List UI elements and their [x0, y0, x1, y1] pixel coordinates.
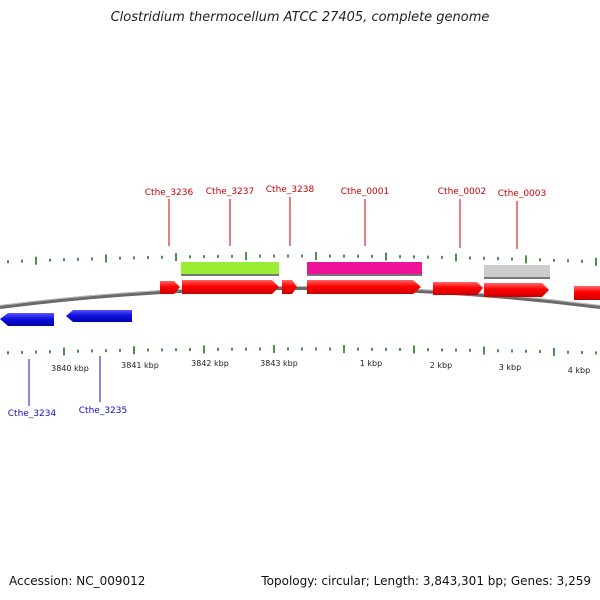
gene-label-cthe-3236[interactable]: Cthe_3236	[145, 188, 194, 198]
gene-arrow-forward[interactable]	[282, 280, 297, 294]
scale-label-3841kbp: 3841 kbp	[121, 361, 159, 370]
gene-arrow-forward[interactable]	[160, 281, 180, 294]
gene-leader-lines-forward	[168, 197, 518, 249]
gene-label-cthe-3237[interactable]: Cthe_3237	[206, 187, 254, 197]
feature-green[interactable]	[181, 262, 279, 275]
scale-label-4kbp: 4 kbp	[568, 366, 590, 375]
genome-backbone	[0, 286, 600, 309]
gene-leader-lines-reverse	[28, 356, 101, 406]
feature-gray-shadow	[484, 277, 550, 279]
gene-label-cthe-0002[interactable]: Cthe_0002	[438, 187, 486, 197]
gene-label-cthe-0003[interactable]: Cthe_0003	[498, 189, 546, 199]
gene-arrow-reverse[interactable]	[0, 313, 54, 326]
scale-label-2kbp: 2 kbp	[430, 361, 452, 370]
gene-label-cthe-3238[interactable]: Cthe_3238	[266, 185, 315, 195]
accession-text: Accession: NC_009012	[9, 574, 146, 588]
gene-label-cthe-3235[interactable]: Cthe_3235	[79, 406, 127, 416]
gene-label-cthe-0001[interactable]: Cthe_0001	[341, 187, 389, 197]
scale-label-3842kbp: 3842 kbp	[191, 359, 229, 368]
scale-label-3kbp: 3 kbp	[499, 363, 521, 372]
gene-label-cthe-3234[interactable]: Cthe_3234	[8, 409, 57, 419]
tick-row-bottom	[7, 345, 597, 356]
map-title: Clostridium thermocellum ATCC 27405, com…	[110, 10, 490, 25]
gene-arrow-forward[interactable]	[182, 280, 279, 294]
genome-stats-text: Topology: circular; Length: 3,843,301 bp…	[261, 574, 591, 588]
feature-magenta-shadow	[307, 274, 422, 276]
scale-label-1kbp: 1 kbp	[360, 359, 382, 368]
gene-arrow-reverse[interactable]	[66, 310, 132, 322]
feature-gray[interactable]	[484, 265, 550, 278]
feature-magenta[interactable]	[307, 262, 422, 275]
scale-label-3843kbp: 3843 kbp	[260, 359, 298, 368]
gene-arrow-forward[interactable]	[433, 282, 483, 295]
gene-arrow-forward[interactable]	[307, 280, 421, 294]
gene-arrow-forward[interactable]	[484, 283, 549, 297]
feature-green-shadow	[181, 274, 279, 276]
gene-arrow-forward[interactable]	[574, 286, 600, 300]
scale-label-3840kbp: 3840 kbp	[51, 364, 89, 373]
tick-row-top	[7, 252, 597, 266]
